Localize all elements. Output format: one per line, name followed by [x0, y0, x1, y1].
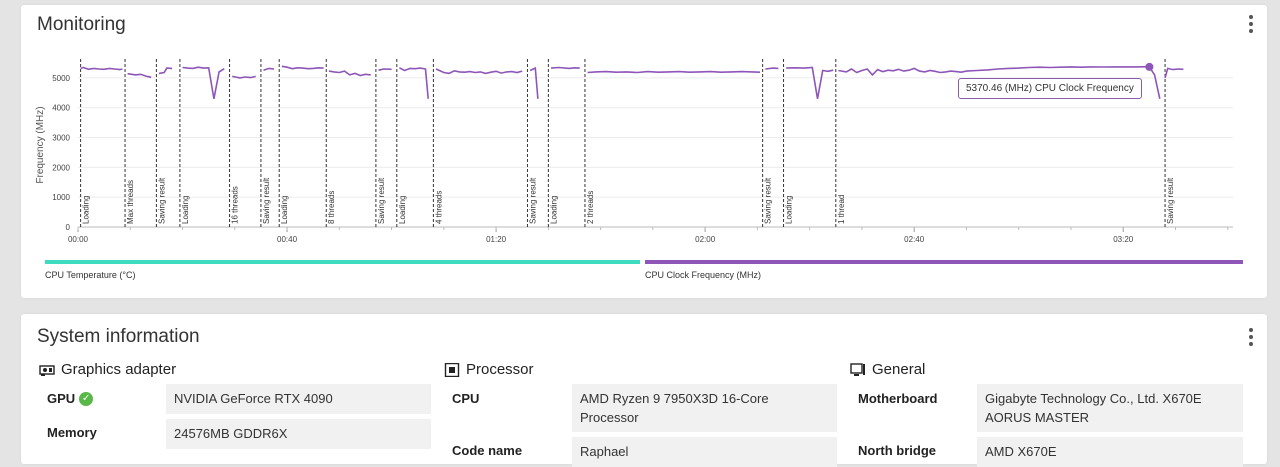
y-tick-label: 4000 [52, 104, 70, 113]
row-value-motherboard: Gigabyte Technology Co., Ltd. X670E AORU… [977, 384, 1243, 432]
x-tick-label: 01:20 [486, 235, 507, 244]
x-tick-label: 00:00 [68, 235, 89, 244]
series-line [587, 70, 761, 74]
gpu-icon [39, 364, 55, 376]
series-line [435, 68, 523, 75]
series-line [399, 67, 429, 99]
monitoring-title: Monitoring [37, 14, 126, 35]
event-marker-label: 4 threads [434, 191, 443, 224]
event-marker-label: Loading [549, 196, 558, 224]
row-value-memory: 24576MB GDDR6X [166, 419, 431, 449]
highlighted-point [1145, 62, 1154, 71]
row-value-cpu: AMD Ryzen 9 7950X3D 16-Core Processor [572, 384, 837, 432]
y-tick-label: 1000 [52, 193, 70, 202]
series-line [786, 66, 834, 99]
verified-check-icon: ✓ [79, 391, 94, 406]
section-title: Processor [466, 361, 534, 378]
chart-tooltip: 5370.46 (MHz) CPU Clock Frequency [958, 78, 1142, 99]
series-line [550, 66, 580, 70]
y-tick-label: 0 [66, 223, 71, 232]
event-marker-label: Saving result [157, 177, 166, 224]
series-line [529, 66, 539, 99]
y-tick-label: 2000 [52, 163, 70, 172]
event-marker-label: Saving result [528, 177, 537, 224]
series-line [127, 72, 152, 79]
legend-label-cpu-temperature: CPU Temperature (°C) [45, 270, 136, 280]
series-line [158, 67, 173, 75]
series-line [1164, 67, 1184, 79]
series-line [838, 65, 1161, 99]
section-graphics-adapter: Graphics adapter [39, 361, 176, 378]
row-value-north-bridge: AMD X670E [977, 437, 1243, 467]
legend-bar-cpu-clock[interactable] [645, 260, 1243, 264]
row-label-code-name: Code name [452, 443, 523, 458]
legend-bar-cpu-temperature[interactable] [45, 260, 640, 264]
section-processor: Processor [444, 361, 534, 378]
event-marker-label: 16 threads [231, 186, 240, 224]
section-general: General [850, 361, 925, 378]
series-line [765, 67, 779, 70]
section-title: General [872, 361, 926, 378]
series-line [232, 75, 256, 79]
system-info-title: System information [37, 326, 200, 347]
cpu-icon [444, 362, 460, 377]
event-marker-label: 1 thread [837, 195, 846, 224]
row-label-memory: Memory [47, 425, 97, 440]
monitoring-card: Monitoring 0 1000 2000 3000 4000 5000 Frequenc… [21, 5, 1267, 298]
x-tick-label: 03:20 [1113, 235, 1134, 244]
series-line [328, 70, 371, 77]
y-axis-label: Frequency (MHz) [35, 106, 46, 183]
event-marker-label: 2 threads [586, 191, 595, 224]
series-line [182, 66, 225, 99]
series-line [281, 65, 324, 70]
event-marker-label: Saving result [262, 177, 271, 224]
x-tick-label: 00:40 [277, 235, 298, 244]
event-marker-label: Loading [280, 196, 289, 224]
event-marker-label: 8 threads [327, 191, 336, 224]
series-line [263, 67, 275, 71]
event-marker-label: Loading [181, 196, 190, 224]
row-label-cpu: CPU [452, 391, 480, 406]
series-line [80, 66, 123, 71]
row-label-gpu: GPU ✓ [47, 391, 94, 406]
row-value-code-name: Raphael [572, 437, 837, 467]
row-label-north-bridge: North bridge [858, 443, 936, 458]
event-marker-label: Saving result [1166, 177, 1175, 224]
system-info-menu-icon[interactable] [1245, 328, 1257, 346]
event-marker-label: Max threads [126, 180, 135, 224]
x-tick-label: 02:40 [904, 235, 925, 244]
series-line [378, 68, 392, 71]
event-marker-label: Saving result [377, 177, 386, 224]
x-tick-label: 02:00 [695, 235, 716, 244]
monitor-icon [850, 362, 865, 376]
event-marker-label: Loading [398, 196, 407, 224]
row-label-motherboard: Motherboard [858, 391, 938, 406]
frequency-chart: 0 1000 2000 3000 4000 5000 Frequency (MHz) 00:0… [35, 57, 1233, 244]
event-marker-label: Loading [785, 196, 794, 224]
gpu-label-text: GPU [47, 391, 76, 406]
monitoring-menu-icon[interactable] [1245, 15, 1257, 33]
y-tick-label: 5000 [52, 74, 70, 83]
row-value-gpu: NVIDIA GeForce RTX 4090 [166, 384, 431, 414]
event-marker-label: Saving result [764, 177, 773, 224]
section-title: Graphics adapter [61, 361, 177, 378]
system-info-card: System information Graphics adapter GPU … [21, 314, 1267, 467]
y-tick-label: 3000 [52, 134, 70, 143]
legend-label-cpu-clock: CPU Clock Frequency (MHz) [645, 270, 762, 280]
event-marker-label: Loading [82, 196, 91, 224]
